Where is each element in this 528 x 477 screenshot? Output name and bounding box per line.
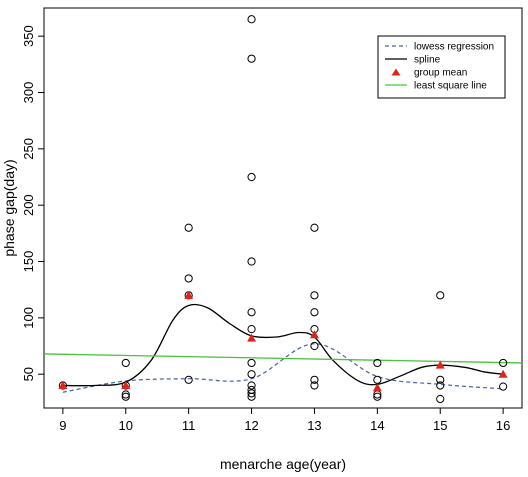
y-tick-label: 250	[21, 138, 36, 160]
x-tick-label: 13	[307, 418, 321, 433]
data-point	[247, 381, 256, 390]
data-point	[436, 375, 445, 384]
data-point	[121, 392, 130, 401]
legend-label-spline: spline	[414, 55, 441, 66]
least-square-line	[43, 353, 523, 364]
data-point	[247, 325, 256, 334]
x-tick-label: 11	[182, 418, 196, 433]
data-point	[247, 54, 256, 63]
legend-label-least-square: least square line	[414, 81, 487, 92]
group-mean-marker	[498, 369, 508, 378]
data-point	[247, 358, 256, 368]
legend-label-group-mean: group mean	[414, 68, 467, 79]
y-tick-label: 350	[21, 25, 36, 47]
legend: lowess regression spline group mean leas…	[377, 35, 506, 99]
x-tick-label: 10	[119, 418, 133, 433]
data-point	[247, 15, 256, 24]
y-tick-label: 300	[21, 82, 36, 104]
group-mean-markers	[58, 290, 508, 392]
data-point	[247, 370, 256, 379]
group-mean-marker	[309, 330, 319, 339]
data-point	[184, 223, 193, 232]
data-point	[121, 358, 130, 368]
data-point	[247, 257, 256, 266]
y-tick-label: 150	[21, 251, 36, 273]
y-tick-label: 200	[21, 194, 36, 216]
data-point	[310, 223, 319, 232]
series-lines	[43, 303, 523, 393]
data-point	[373, 392, 382, 401]
data-point	[247, 172, 256, 182]
x-axis: 9 10 11 12 13 14 15 16	[59, 408, 510, 433]
y-axis-title: phase gap(day)	[1, 159, 17, 256]
group-mean-marker	[372, 383, 382, 392]
data-point	[184, 375, 193, 384]
data-point	[247, 392, 256, 401]
lowess-regression-line	[62, 343, 504, 393]
group-mean-marker	[435, 360, 445, 369]
data-point	[436, 394, 445, 404]
x-tick-label: 16	[496, 418, 510, 433]
data-point	[310, 341, 319, 351]
data-point	[121, 390, 130, 399]
data-points	[58, 15, 508, 404]
group-mean-marker	[184, 290, 194, 299]
x-tick-label: 15	[433, 418, 447, 433]
group-mean-marker	[121, 380, 131, 389]
y-tick-label: 50	[21, 367, 36, 381]
group-mean-marker	[58, 380, 68, 389]
group-mean-marker	[247, 333, 257, 342]
y-axis: 50 100 150 200 250 300 350	[21, 25, 44, 381]
spline-line	[62, 303, 504, 387]
x-tick-label: 14	[370, 418, 384, 433]
data-point	[310, 381, 319, 390]
plot-frame	[43, 7, 523, 409]
data-point	[436, 291, 445, 300]
data-point	[310, 308, 319, 317]
data-point	[436, 381, 445, 390]
data-point	[310, 291, 319, 300]
data-point	[247, 389, 256, 398]
x-axis-title: menarche age(year)	[220, 456, 346, 472]
data-point	[247, 308, 256, 317]
legend-swatch-group-mean	[391, 68, 401, 76]
data-point	[499, 382, 508, 391]
x-tick-label: 12	[244, 418, 258, 433]
y-tick-label: 100	[21, 307, 36, 329]
data-point	[310, 375, 319, 384]
data-point	[373, 358, 382, 368]
data-point	[373, 375, 382, 384]
legend-label-lowess: lowess regression	[414, 42, 494, 53]
data-point	[184, 274, 193, 283]
data-point	[499, 358, 508, 368]
x-tick-label: 9	[59, 418, 66, 433]
